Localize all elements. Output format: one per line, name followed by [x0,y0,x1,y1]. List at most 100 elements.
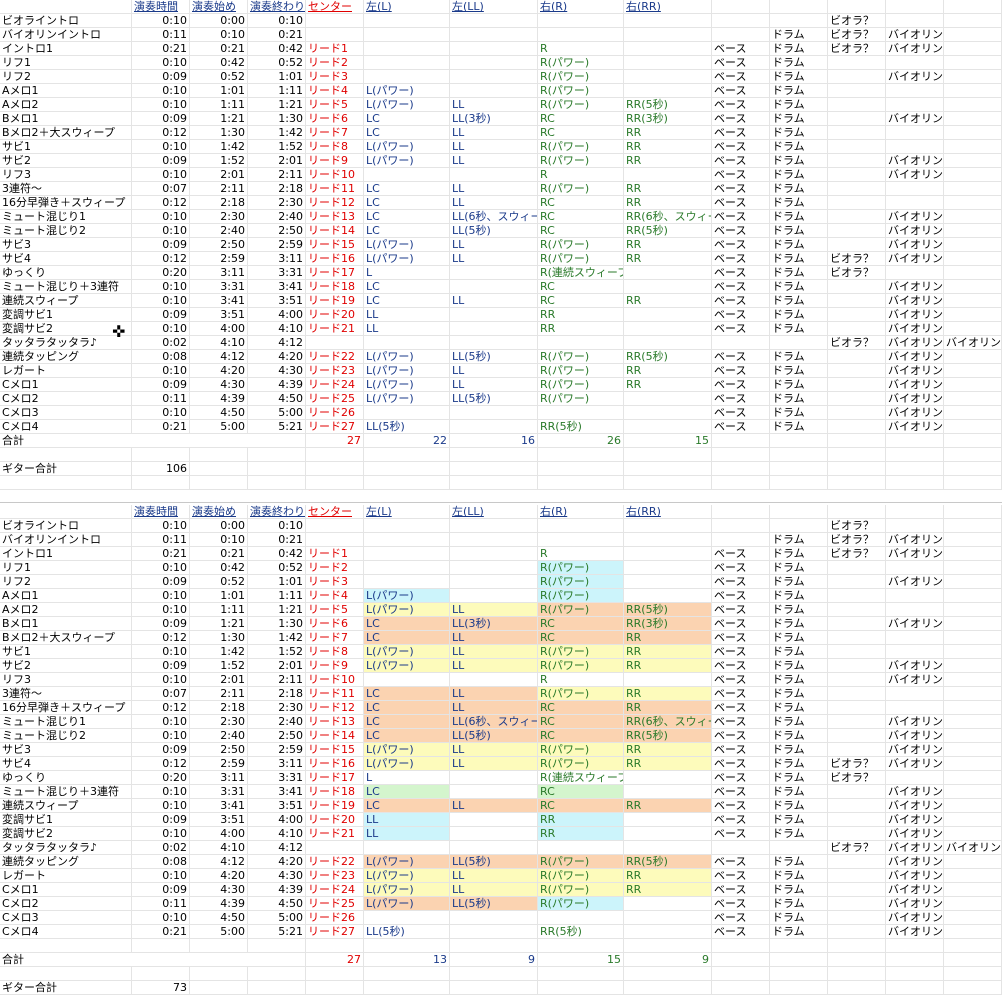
s2-cell[interactable]: リフ3 [0,673,132,687]
s2-cell[interactable] [944,533,1002,547]
s1-cell[interactable] [944,266,1002,280]
s2-cell[interactable] [828,617,886,631]
s1-empty-cell[interactable] [944,476,1002,490]
s1-cell[interactable]: L(パワー) [364,140,450,154]
s1-empty-cell[interactable] [624,476,712,490]
s1-cell[interactable] [944,210,1002,224]
s1-cell[interactable]: ベース [712,168,770,182]
s1-cell[interactable]: バイオリン [886,252,944,266]
s1-empty-cell[interactable] [364,476,450,490]
s2-cell[interactable] [712,533,770,547]
s2-cell[interactable]: ドラム [770,575,828,589]
s1-cell[interactable]: RR [538,322,624,336]
s2-cell[interactable] [624,673,712,687]
s1-cell[interactable]: RR(3秒) [624,112,712,126]
s2-cell[interactable] [364,547,450,561]
s1-cell[interactable]: リード10 [306,168,364,182]
s2-empty-cell[interactable] [770,953,828,967]
s1-empty-cell[interactable] [190,476,248,490]
s2-cell[interactable]: 4:39 [248,883,306,897]
s1-empty-cell[interactable] [770,476,828,490]
s1-cell[interactable] [944,182,1002,196]
s2-cell[interactable]: L(パワー) [364,897,450,911]
s2-cell[interactable]: バイオリン [886,743,944,757]
s2-cell[interactable]: LC [364,729,450,743]
s2-cell[interactable]: 0:10 [132,519,190,533]
s2-cell[interactable]: Cメロ2 [0,897,132,911]
s2-cell[interactable] [624,785,712,799]
s1-header-cell[interactable] [712,0,770,14]
s1-guitar-total-label[interactable]: ギター合計 [0,462,132,476]
s2-empty-cell[interactable] [190,967,248,981]
s2-cell[interactable]: ベース [712,869,770,883]
s2-cell[interactable]: ドラム [770,673,828,687]
s1-cell[interactable]: バイオリン [886,42,944,56]
s1-cell[interactable] [944,420,1002,434]
s1-cell[interactable]: 1:42 [190,140,248,154]
s2-cell[interactable]: 0:12 [132,631,190,645]
s1-cell[interactable]: LC [364,224,450,238]
s1-cell[interactable]: ゆっくり [0,266,132,280]
s1-cell[interactable] [828,182,886,196]
s2-cell[interactable]: RC [538,701,624,715]
s2-cell[interactable]: LC [364,785,450,799]
s1-cell[interactable]: R(パワー) [538,84,624,98]
s1-cell[interactable]: 3:31 [248,266,306,280]
s1-header-cell[interactable]: 演奏時間 [132,0,190,14]
s1-cell[interactable]: Aメロ1 [0,84,132,98]
s1-cell[interactable]: 3:11 [190,266,248,280]
s2-cell[interactable]: リード15 [306,743,364,757]
s2-cell[interactable]: リード14 [306,729,364,743]
s1-cell[interactable]: バイオリン [886,28,944,42]
s2-cell[interactable] [712,519,770,533]
s2-cell[interactable]: RR [624,631,712,645]
s1-total-cell[interactable]: 15 [624,434,712,448]
s1-cell[interactable] [450,14,538,28]
s2-header-cell[interactable] [712,505,770,519]
s2-cell[interactable]: ベース [712,589,770,603]
s1-cell[interactable]: R(パワー) [538,56,624,70]
s1-cell[interactable]: LL [450,364,538,378]
s1-cell[interactable]: リード11 [306,182,364,196]
s1-cell[interactable]: バイオリン [886,322,944,336]
s1-cell[interactable]: バイオリン [886,308,944,322]
s2-cell[interactable] [770,519,828,533]
s2-cell[interactable]: R(パワー) [538,883,624,897]
s2-cell[interactable] [828,869,886,883]
s2-empty-cell[interactable] [886,939,944,953]
s2-cell[interactable]: 2:59 [190,757,248,771]
s2-cell[interactable]: リード2 [306,561,364,575]
s1-cell[interactable]: RR(5秒) [624,224,712,238]
s1-header-cell[interactable]: 演奏終わり [248,0,306,14]
s1-cell[interactable] [450,420,538,434]
s1-empty-cell[interactable] [712,476,770,490]
s2-cell[interactable]: リード24 [306,883,364,897]
s1-cell[interactable]: L [364,266,450,280]
s2-cell[interactable]: ドラム [770,855,828,869]
s1-cell[interactable]: LL [450,98,538,112]
s2-cell[interactable]: 2:50 [248,729,306,743]
s2-cell[interactable] [624,827,712,841]
s1-cell[interactable]: 0:10 [132,168,190,182]
s1-cell[interactable]: 0:00 [190,14,248,28]
s2-cell[interactable] [624,897,712,911]
s1-cell[interactable]: リード25 [306,392,364,406]
s1-cell[interactable]: R(パワー) [538,154,624,168]
s1-cell[interactable]: ビオラ？ [828,252,886,266]
s2-cell[interactable]: リード23 [306,869,364,883]
s1-empty-cell[interactable] [190,462,248,476]
s2-cell[interactable]: 0:10 [132,827,190,841]
s2-empty-cell[interactable] [624,967,712,981]
s1-cell[interactable]: リード23 [306,364,364,378]
s2-cell[interactable] [450,771,538,785]
s1-cell[interactable]: バイオリン [886,406,944,420]
s1-cell[interactable]: ドラム [770,280,828,294]
s2-cell[interactable]: LL [450,743,538,757]
s2-cell[interactable] [828,729,886,743]
s2-cell[interactable]: リード3 [306,575,364,589]
s1-cell[interactable]: バイオリン [886,364,944,378]
s1-cell[interactable] [944,168,1002,182]
s1-cell[interactable]: RC [538,112,624,126]
s1-cell[interactable] [538,406,624,420]
